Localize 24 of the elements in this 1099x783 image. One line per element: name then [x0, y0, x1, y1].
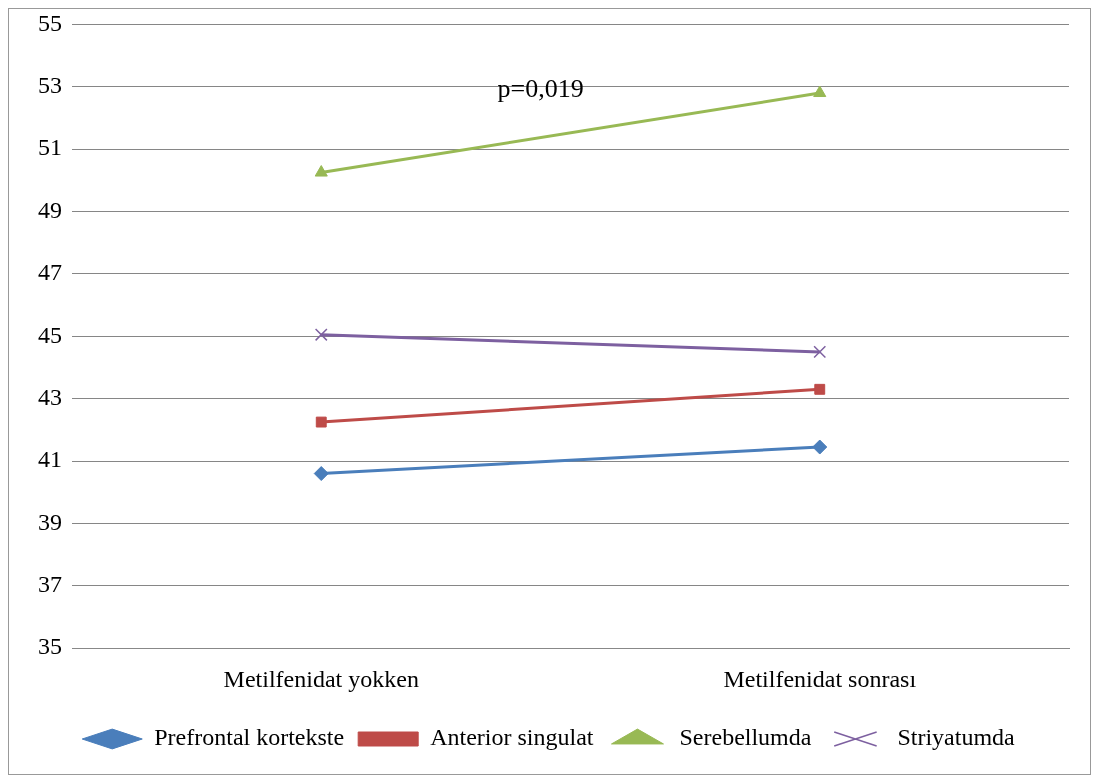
y-tick-label: 39 — [38, 508, 62, 535]
point — [814, 383, 826, 395]
legend-label: Striyatumda — [897, 724, 1016, 751]
y-tick-label: 47 — [38, 259, 62, 286]
y-tick-label: 51 — [38, 134, 62, 161]
legend-label: Anterior singulat — [430, 724, 594, 751]
y-tick-label: 35 — [38, 633, 62, 660]
y-tick-label: 37 — [38, 571, 62, 598]
y-tick-label: 53 — [38, 72, 62, 99]
x-tick-label: Metilfenidat yokken — [223, 665, 419, 692]
legend-label: Prefrontal kortekste — [154, 724, 345, 751]
y-tick-label: 49 — [38, 196, 62, 223]
y-tick-label: 55 — [38, 9, 62, 36]
y-tick-label: 45 — [38, 321, 62, 348]
y-tick-label: 41 — [38, 446, 62, 473]
point — [812, 439, 828, 455]
point — [315, 416, 327, 428]
y-tick-label: 43 — [38, 383, 62, 410]
point — [314, 328, 328, 342]
point — [813, 345, 827, 359]
x-tick-label: Metilfenidat sonrası — [723, 665, 917, 692]
annotation: p=0,019 — [497, 74, 584, 104]
legend-label: Serebellumda — [679, 724, 812, 751]
point — [313, 466, 329, 482]
